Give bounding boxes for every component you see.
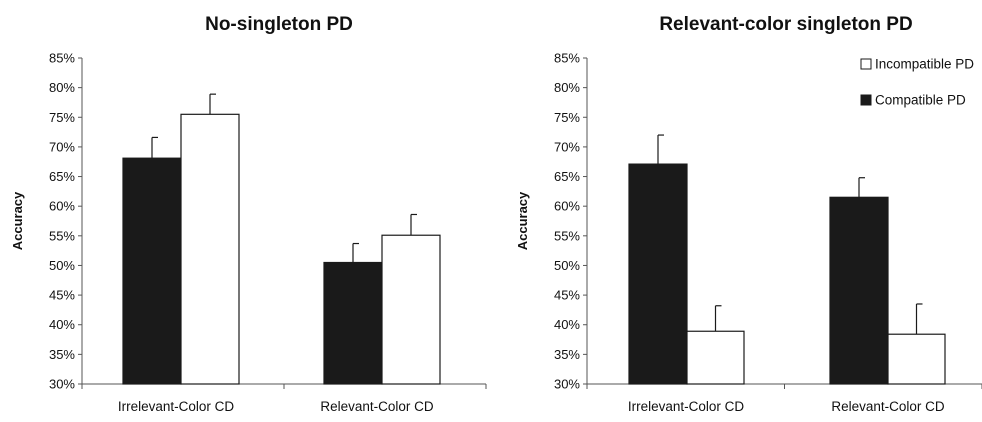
y-tick-label: 60% [49,199,75,214]
bar-incompatible [687,331,744,384]
chart-title: Relevant-color singleton PD [659,14,912,35]
y-tick-label: 50% [49,258,75,273]
x-category-label: Irrelevant-Color CD [628,399,745,414]
chart-panel-1: No-singleton PD Accuracy 30% 35% 40% 45% 50% 55… [10,14,486,414]
y-tick-label: 40% [554,317,580,332]
y-tick-label: 85% [49,51,75,66]
legend-swatch [861,95,871,105]
x-category-label: Irrelevant-Color CD [118,399,235,414]
y-tick-label: 65% [554,169,580,184]
y-tick-label: 40% [49,317,75,332]
legend-swatch [861,59,871,69]
chart-title: No-singleton PD [205,14,353,35]
legend-label: Compatible PD [875,93,966,108]
bar-incompatible [382,235,440,384]
y-tick-label: 80% [554,80,580,95]
y-tick-label: 65% [49,169,75,184]
y-tick-label: 45% [554,288,580,303]
bar-compatible [123,158,181,384]
y-tick-label: 55% [49,228,75,243]
y-tick-label: 70% [554,139,580,154]
chart-panel-2: Relevant-color singleton PD Accuracy 30% 35… [515,14,982,414]
y-tick-label: 55% [554,228,580,243]
y-tick-label: 70% [49,139,75,154]
y-tick-label: 75% [554,110,580,125]
y-tick-label: 45% [49,288,75,303]
bar-compatible [830,197,888,384]
y-tick-label: 85% [554,51,580,66]
legend-label: Incompatible PD [875,57,974,72]
y-tick-label: 30% [49,377,75,392]
y-tick-label: 80% [49,80,75,95]
bar-compatible [324,262,382,384]
y-tick-label: 50% [554,258,580,273]
y-tick-label: 30% [554,377,580,392]
y-tick-label: 35% [49,347,75,362]
y-tick-label: 35% [554,347,580,362]
bar-compatible [629,164,687,384]
y-axis-label: Accuracy [10,191,25,250]
x-category-label: Relevant-Color CD [320,399,434,414]
bar-incompatible [888,334,945,384]
y-axis-label: Accuracy [515,191,530,250]
y-tick-label: 60% [554,199,580,214]
x-category-label: Relevant-Color CD [831,399,945,414]
y-tick-label: 75% [49,110,75,125]
bar-incompatible [181,114,239,384]
